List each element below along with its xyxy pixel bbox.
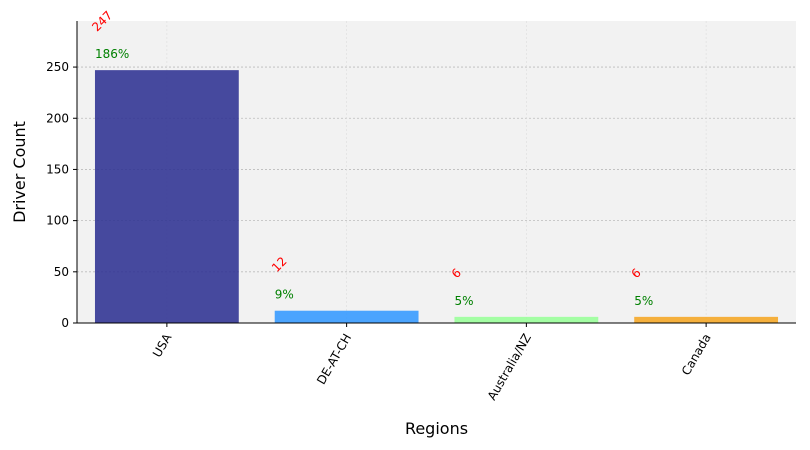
percent-label: 186% <box>95 47 129 61</box>
bar-australia-nz <box>454 316 599 323</box>
percent-label: 5% <box>454 294 473 308</box>
x-tick-label: Canada <box>679 331 714 378</box>
bars <box>94 70 779 324</box>
y-axis-title: Driver Count <box>10 121 29 223</box>
percent-label: 5% <box>634 294 653 308</box>
y-tick-label: 50 <box>54 265 69 279</box>
x-tick-label: USA <box>150 331 175 360</box>
x-axis-title: Regions <box>405 419 468 438</box>
y-tick-label: 0 <box>61 316 69 330</box>
y-tick-label: 100 <box>46 214 69 228</box>
bar-de-at-ch <box>274 310 419 323</box>
y-tick-label: 250 <box>46 60 69 74</box>
x-tick-label: DE-AT-CH <box>314 331 354 387</box>
y-tick-label: 200 <box>46 111 69 125</box>
bar-usa <box>94 70 239 324</box>
y-tick-label: 150 <box>46 162 69 176</box>
bar-canada <box>634 316 779 323</box>
percent-label: 9% <box>275 288 294 302</box>
x-tick-label: Australia/NZ <box>485 331 534 402</box>
